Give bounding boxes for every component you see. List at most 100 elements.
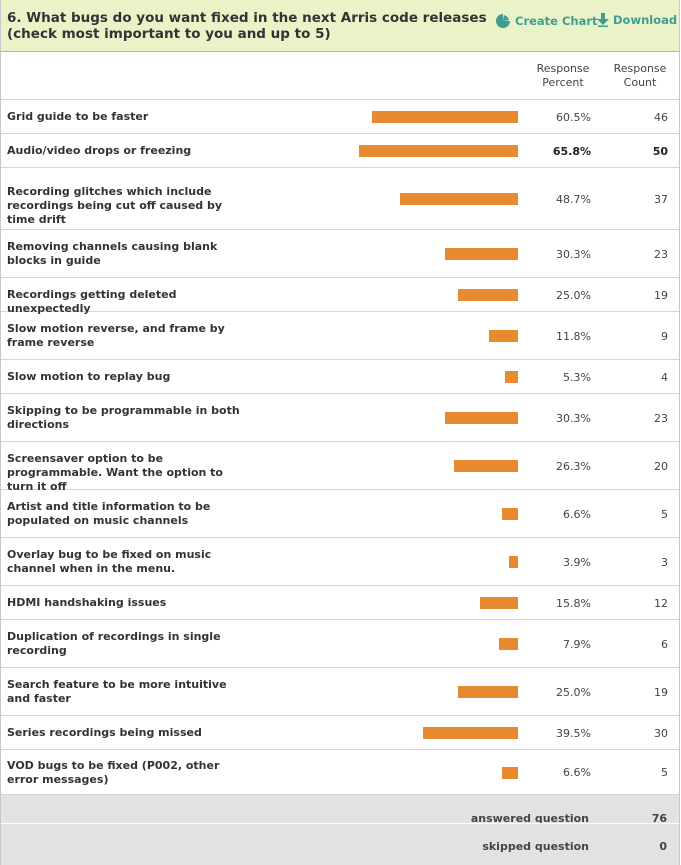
- response-bar: [400, 193, 518, 205]
- count-header-line1: Response: [613, 62, 667, 75]
- response-percent: 15.8%: [556, 597, 591, 610]
- answer-label: Slow motion to replay bug: [7, 370, 171, 383]
- response-bar: [458, 289, 518, 301]
- response-percent: 26.3%: [556, 460, 591, 473]
- answered-value: 76: [651, 812, 667, 825]
- answer-label: HDMI handshaking issues: [7, 596, 167, 609]
- response-count: 5: [661, 766, 668, 779]
- answer-row: Audio/video drops or freezing 65.8% 50: [1, 134, 679, 168]
- response-count: 4: [661, 371, 668, 384]
- response-percent: 65.8%: [552, 145, 591, 158]
- response-percent: 39.5%: [556, 727, 591, 740]
- answer-row: VOD bugs to be fixed (P002, other error …: [1, 750, 679, 795]
- response-bar: [445, 412, 518, 424]
- skipped-label: skipped question: [482, 840, 589, 853]
- answer-row: Overlay bug to be fixed on music channel…: [1, 538, 679, 586]
- response-bar: [454, 460, 518, 472]
- response-bar: [480, 597, 518, 609]
- response-percent: 11.8%: [556, 330, 591, 343]
- response-count: 30: [654, 727, 668, 740]
- response-count: 12: [654, 597, 668, 610]
- response-bar: [359, 145, 518, 157]
- answer-label: Search feature to be more intuitive and …: [7, 678, 227, 705]
- answer-row: Artist and title information to be popul…: [1, 490, 679, 538]
- answer-label: Grid guide to be faster: [7, 110, 149, 123]
- answer-row: Duplication of recordings in single reco…: [1, 620, 679, 668]
- answer-label: Recording glitches which include recordi…: [7, 185, 223, 226]
- response-percent: 6.6%: [563, 766, 591, 779]
- answer-row: Skipping to be programmable in both dire…: [1, 394, 679, 442]
- response-bar: [509, 556, 518, 568]
- answer-row: Series recordings being missed 39.5% 30: [1, 716, 679, 750]
- response-bar: [489, 330, 518, 342]
- response-bar: [499, 638, 518, 650]
- skipped-value: 0: [659, 840, 667, 853]
- answer-row: Screensaver option to be programmable. W…: [1, 442, 679, 493]
- download-arrow-icon: [597, 13, 609, 27]
- response-bar: [502, 508, 518, 520]
- response-percent: 30.3%: [556, 248, 591, 261]
- download-label: Download: [613, 13, 678, 27]
- response-bar: [445, 248, 518, 260]
- answer-label: Skipping to be programmable in both dire…: [7, 404, 240, 431]
- response-percent: 3.9%: [563, 556, 591, 569]
- answer-label: Artist and title information to be popul…: [7, 500, 211, 527]
- answer-label: Slow motion reverse, and frame by frame …: [7, 322, 225, 349]
- response-bar: [505, 371, 518, 383]
- response-count: 20: [654, 460, 668, 473]
- pie-chart-icon: [496, 14, 510, 28]
- percent-header-line2: Percent: [542, 76, 584, 89]
- answer-row: Search feature to be more intuitive and …: [1, 668, 679, 716]
- answer-label: Screensaver option to be programmable. W…: [7, 452, 223, 493]
- summary-footer: answered question 76 skipped question 0: [1, 795, 679, 865]
- response-percent: 5.3%: [563, 371, 591, 384]
- response-count: 37: [654, 193, 668, 206]
- count-header-line2: Count: [623, 76, 657, 89]
- answer-row: Grid guide to be faster 60.5% 46: [1, 100, 679, 134]
- response-bar: [423, 727, 518, 739]
- response-count: 3: [661, 556, 668, 569]
- create-chart-button[interactable]: Create Chart: [495, 13, 598, 29]
- response-count: 23: [654, 412, 668, 425]
- percent-header-line1: Response: [536, 62, 590, 75]
- response-count: 19: [654, 686, 668, 699]
- response-count: 6: [661, 638, 668, 651]
- answer-label: Overlay bug to be fixed on music channel…: [7, 548, 212, 575]
- response-percent: 48.7%: [556, 193, 591, 206]
- answer-label: Removing channels causing blank blocks i…: [7, 240, 218, 267]
- question-header: 6. What bugs do you want fixed in the ne…: [1, 0, 679, 52]
- response-count: 23: [654, 248, 668, 261]
- response-percent: 25.0%: [556, 686, 591, 699]
- footer-divider: [1, 823, 679, 824]
- question-title: 6. What bugs do you want fixed in the ne…: [7, 10, 487, 42]
- response-count-header: Response Count: [607, 62, 673, 90]
- answer-row: Slow motion to replay bug 5.3% 4: [1, 360, 679, 394]
- response-count: 50: [652, 145, 668, 158]
- response-count: 9: [661, 330, 668, 343]
- response-bar: [372, 111, 518, 123]
- create-chart-label: Create Chart: [515, 14, 598, 28]
- answer-label: VOD bugs to be fixed (P002, other error …: [7, 759, 220, 786]
- column-headers: Response Percent Response Count: [1, 52, 679, 100]
- answer-label: Duplication of recordings in single reco…: [7, 630, 221, 657]
- response-count: 5: [661, 508, 668, 521]
- answer-row: HDMI handshaking issues 15.8% 12: [1, 586, 679, 620]
- response-percent: 7.9%: [563, 638, 591, 651]
- answer-row: Slow motion reverse, and frame by frame …: [1, 312, 679, 360]
- answer-row: Recordings getting deleted unexpectedly 2…: [1, 278, 679, 315]
- response-bar: [502, 767, 518, 779]
- answer-label: Recordings getting deleted unexpectedly: [7, 288, 177, 315]
- response-percent: 30.3%: [556, 412, 591, 425]
- response-count: 19: [654, 289, 668, 302]
- answer-row: Removing channels causing blank blocks i…: [1, 230, 679, 278]
- response-percent: 60.5%: [556, 111, 591, 124]
- response-percent: 6.6%: [563, 508, 591, 521]
- answered-label: answered question: [470, 812, 589, 825]
- response-count: 46: [654, 111, 668, 124]
- answer-label: Audio/video drops or freezing: [7, 144, 192, 157]
- answer-row: Recording glitches which include recordi…: [1, 168, 679, 230]
- response-percent: 25.0%: [556, 289, 591, 302]
- response-bar: [458, 686, 518, 698]
- download-button[interactable]: Download: [597, 13, 677, 27]
